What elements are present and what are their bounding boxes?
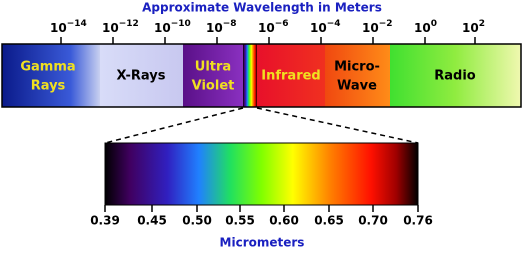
wavelength-ticks: 10−14 10−12 10−10 10−8 10−6 10−4 10−2 10… <box>50 19 485 44</box>
tick-label: 0.65 <box>314 214 344 228</box>
band-label: Gamma <box>20 60 75 75</box>
band-label: Radio <box>434 69 476 84</box>
visible-spectrum <box>104 142 419 206</box>
band-xray <box>100 44 183 107</box>
band-label: Rays <box>31 79 66 94</box>
band-label: Infrared <box>261 69 320 84</box>
visible-ticks: 0.39 0.45 0.50 0.55 0.60 0.65 0.70 0.76 <box>90 214 433 228</box>
band-radio <box>390 44 521 107</box>
band-uv <box>183 44 243 107</box>
visible-tick-marks <box>104 205 419 212</box>
tick-label: 10−14 <box>50 19 87 35</box>
tick-label: 10−12 <box>102 19 139 35</box>
tick-label: 0.70 <box>358 214 388 228</box>
tick-label: 102 <box>462 19 485 35</box>
tick-label: 0.50 <box>182 214 212 228</box>
band-label: Ultra <box>195 60 231 75</box>
tick-label: 10−8 <box>206 19 237 35</box>
spectrum-bar: Gamma Rays X-Rays Ultra Violet Infrared … <box>1 43 522 108</box>
band-label: X-Rays <box>117 69 166 84</box>
tick-label: 0.60 <box>269 214 299 228</box>
tick-label: 0.45 <box>137 214 167 228</box>
visible-axis-label: Micrometers <box>220 236 305 250</box>
band-label: Wave <box>337 79 377 94</box>
zoom-lines <box>104 107 419 144</box>
tick-label: 0.55 <box>225 214 255 228</box>
band-infrared <box>257 44 325 107</box>
band-microwave <box>325 44 390 107</box>
band-label: Violet <box>192 79 235 94</box>
title: Approximate Wavelength in Meters <box>142 1 382 15</box>
bar-border <box>1 43 522 108</box>
tick-label: 100 <box>414 19 437 35</box>
tick-label: 10−2 <box>362 19 393 35</box>
band-gamma <box>2 44 100 107</box>
tick-label: 10−6 <box>258 19 289 35</box>
tick-marks <box>60 37 476 44</box>
band-label: Micro- <box>334 60 380 75</box>
tick-label: 0.76 <box>403 214 433 228</box>
band-visible <box>243 44 257 107</box>
tick-label: 10−4 <box>310 19 341 35</box>
tick-label: 10−10 <box>154 19 191 35</box>
tick-label: 0.39 <box>90 214 120 228</box>
